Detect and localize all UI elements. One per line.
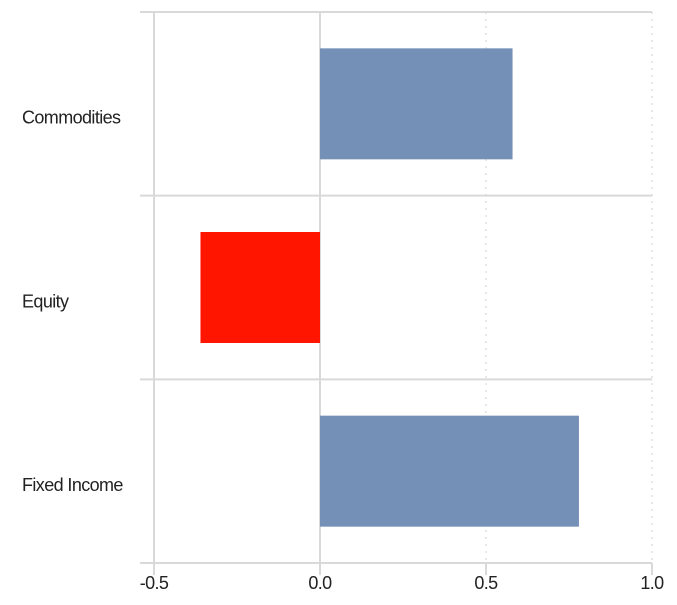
bar xyxy=(320,48,513,160)
x-tick-label: 1.0 xyxy=(640,573,664,593)
y-tick-label: Commodities xyxy=(22,108,121,128)
y-tick-label: Fixed Income xyxy=(22,475,123,495)
y-tick-label: Equity xyxy=(22,291,69,311)
bar xyxy=(320,415,579,527)
bar xyxy=(200,232,320,343)
x-tick-label: 0.0 xyxy=(308,573,332,593)
x-tick-label: 0.5 xyxy=(474,573,498,593)
x-tick-label: -0.5 xyxy=(140,573,169,593)
